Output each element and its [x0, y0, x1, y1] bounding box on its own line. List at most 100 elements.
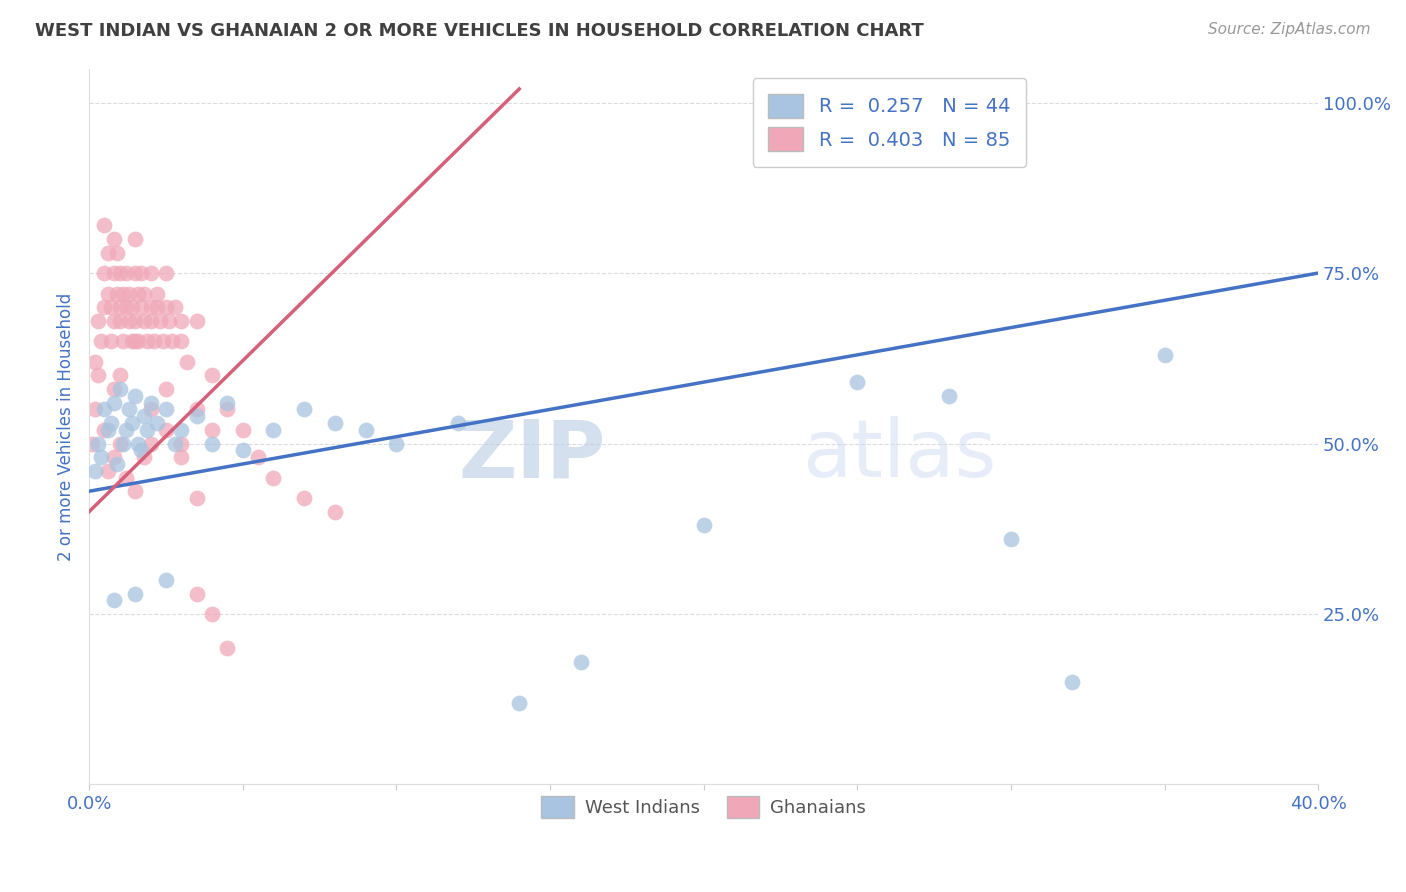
Point: [139, 436, 162, 450]
Point: [569, 655, 592, 669]
Point: [232, 443, 254, 458]
Point: [108, 314, 131, 328]
Point: [262, 470, 284, 484]
Point: [108, 266, 131, 280]
Point: [100, 334, 122, 349]
Point: [292, 491, 315, 505]
Point: [103, 450, 125, 465]
Point: [262, 423, 284, 437]
Point: [186, 491, 208, 505]
Point: [155, 402, 177, 417]
Point: [108, 436, 131, 450]
Point: [124, 334, 146, 349]
Legend: West Indians, Ghanaians: West Indians, Ghanaians: [534, 789, 873, 825]
Point: [131, 300, 153, 314]
Point: [127, 436, 149, 450]
Point: [292, 402, 315, 417]
Point: [170, 423, 193, 437]
Point: [136, 334, 159, 349]
Point: [103, 266, 125, 280]
Point: [170, 314, 193, 328]
Point: [87, 436, 110, 450]
Point: [124, 484, 146, 499]
Point: [217, 402, 239, 417]
Y-axis label: 2 or more Vehicles in Household: 2 or more Vehicles in Household: [58, 293, 75, 560]
Point: [385, 436, 408, 450]
Point: [145, 286, 167, 301]
Text: ZIP: ZIP: [458, 416, 605, 494]
Point: [134, 409, 156, 424]
Point: [93, 402, 115, 417]
Point: [139, 266, 162, 280]
Point: [96, 423, 118, 437]
Point: [96, 464, 118, 478]
Point: [87, 314, 110, 328]
Point: [82, 436, 104, 450]
Point: [105, 457, 128, 471]
Point: [170, 450, 193, 465]
Point: [155, 382, 177, 396]
Point: [84, 402, 107, 417]
Point: [124, 389, 146, 403]
Point: [447, 416, 470, 430]
Point: [170, 436, 193, 450]
Point: [105, 286, 128, 301]
Point: [155, 573, 177, 587]
Point: [186, 586, 208, 600]
Point: [103, 382, 125, 396]
Point: [118, 286, 141, 301]
Point: [139, 300, 162, 314]
Point: [155, 300, 177, 314]
Point: [105, 245, 128, 260]
Point: [111, 334, 134, 349]
Point: [131, 266, 153, 280]
Point: [103, 232, 125, 246]
Point: [121, 416, 143, 430]
Point: [127, 334, 149, 349]
Point: [90, 450, 112, 465]
Point: [165, 300, 187, 314]
Point: [134, 450, 156, 465]
Point: [93, 219, 115, 233]
Point: [121, 300, 143, 314]
Point: [93, 266, 115, 280]
Point: [508, 696, 530, 710]
Point: [165, 436, 187, 450]
Point: [96, 245, 118, 260]
Point: [247, 450, 270, 465]
Point: [111, 436, 134, 450]
Point: [155, 423, 177, 437]
Point: [84, 354, 107, 368]
Point: [93, 423, 115, 437]
Point: [84, 464, 107, 478]
Point: [118, 314, 141, 328]
Point: [124, 314, 146, 328]
Text: Source: ZipAtlas.com: Source: ZipAtlas.com: [1208, 22, 1371, 37]
Point: [157, 314, 180, 328]
Point: [103, 593, 125, 607]
Point: [124, 232, 146, 246]
Point: [115, 423, 138, 437]
Point: [1153, 348, 1175, 362]
Point: [139, 314, 162, 328]
Point: [145, 300, 167, 314]
Point: [217, 641, 239, 656]
Point: [217, 395, 239, 409]
Point: [96, 286, 118, 301]
Point: [134, 286, 156, 301]
Point: [90, 334, 112, 349]
Point: [111, 286, 134, 301]
Point: [160, 334, 183, 349]
Point: [692, 518, 714, 533]
Point: [118, 402, 141, 417]
Point: [232, 423, 254, 437]
Point: [186, 409, 208, 424]
Point: [170, 334, 193, 349]
Point: [139, 402, 162, 417]
Point: [108, 382, 131, 396]
Point: [142, 334, 165, 349]
Point: [152, 334, 174, 349]
Point: [103, 314, 125, 328]
Point: [201, 368, 224, 383]
Point: [131, 443, 153, 458]
